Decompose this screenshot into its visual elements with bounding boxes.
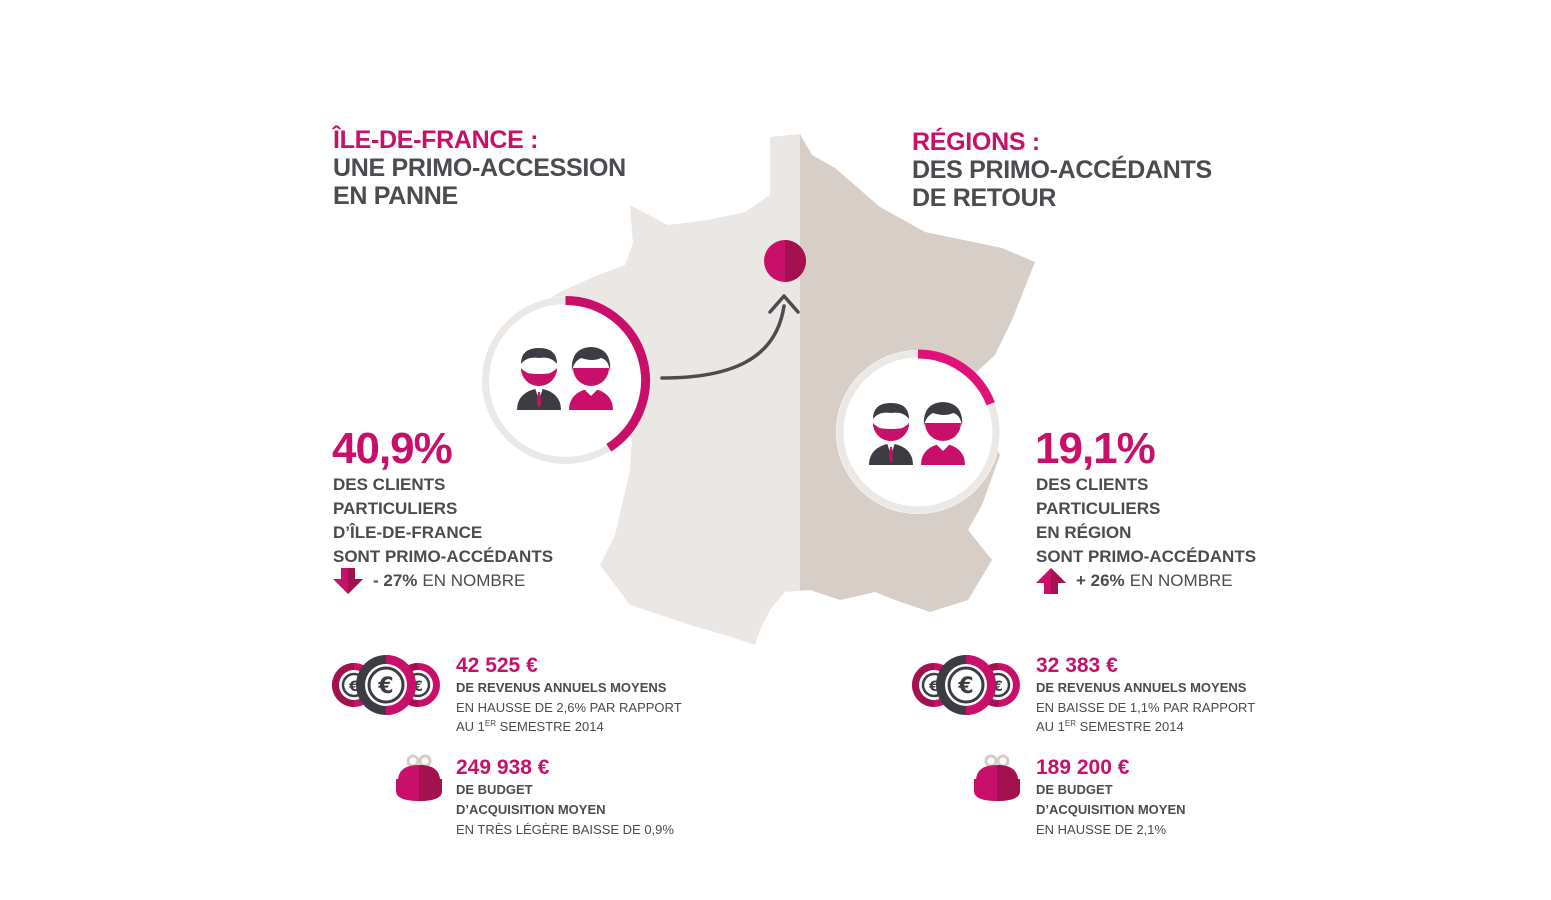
right-percent-ring [836, 349, 1000, 514]
left-income-note: EN HAUSSE DE 2,6% PAR RAPPORT [456, 700, 682, 715]
two-people-icon [869, 402, 965, 465]
left-title-line2: UNE PRIMO-ACCESSION [333, 154, 626, 182]
right-income-note-sup: ER [1064, 719, 1077, 728]
left-income: 42 525 € DE REVENUS ANNUELS MOYENS EN HA… [456, 654, 682, 736]
right-percent: 19,1% [1035, 424, 1156, 473]
left-change: - 27% EN NOMBRE [333, 568, 525, 594]
right-desc-line: PARTICULIERS [1036, 499, 1161, 518]
left-budget-note: EN TRÈS LÉGÈRE BAISSE DE 0,9% [456, 822, 674, 837]
left-title-line3: EN PANNE [333, 182, 458, 210]
two-people-icon [517, 347, 613, 410]
left-budget-amount: 249 938 € [456, 756, 550, 779]
right-change-label: EN NOMBRE [1129, 571, 1233, 590]
right-income-note-period: AU 1ER SEMESTRE 2014 [1036, 717, 1255, 736]
left-budget-label: D’ACQUISITION MOYEN [456, 802, 606, 817]
right-income-note: EN BAISSE DE 1,1% PAR RAPPORT [1036, 700, 1256, 715]
right-title-line2: DES PRIMO-ACCÉDANTS [912, 156, 1212, 184]
left-desc-line: PARTICULIERS [333, 499, 458, 518]
left-description: DES CLIENTS PARTICULIERS D’ÎLE-DE-FRANCE… [333, 473, 553, 569]
left-desc-line: D’ÎLE-DE-FRANCE [333, 523, 483, 542]
paris-marker-icon [764, 240, 806, 282]
right-budget-label: D’ACQUISITION MOYEN [1036, 802, 1186, 817]
right-income-note-post: SEMESTRE 2014 [1076, 719, 1184, 734]
right-budget-note: EN HAUSSE DE 2,1% [1036, 822, 1167, 837]
left-budget-label: DE BUDGET [456, 782, 533, 797]
left-budget: 249 938 € DE BUDGET D’ACQUISITION MOYEN … [456, 756, 674, 839]
purse-icon [396, 754, 444, 803]
left-income-note-sup: ER [484, 719, 497, 728]
left-income-note-pre: AU 1 [456, 719, 485, 734]
right-budget-amount: 189 200 € [1036, 756, 1130, 779]
right-title-line3: DE RETOUR [912, 184, 1057, 212]
right-description: DES CLIENTS PARTICULIERS EN RÉGION SONT … [1036, 473, 1256, 569]
right-ring-value-arc [917, 349, 995, 406]
curved-arrow-icon [660, 294, 800, 380]
arrow-down-icon [333, 568, 363, 594]
euro-coins-icon [910, 653, 1022, 717]
right-change: + 26% EN NOMBRE [1036, 568, 1233, 594]
right-income-amount: 32 383 € [1036, 654, 1118, 677]
right-income-note-pre: AU 1 [1036, 719, 1065, 734]
right-income-label: DE REVENUS ANNUELS MOYENS [1036, 680, 1247, 695]
left-title-accent: ÎLE-DE-FRANCE : [333, 126, 539, 154]
left-income-label: DE REVENUS ANNUELS MOYENS [456, 680, 667, 695]
left-income-note-post: SEMESTRE 2014 [496, 719, 604, 734]
arrow-up-icon [1036, 568, 1066, 594]
right-income: 32 383 € DE REVENUS ANNUELS MOYENS EN BA… [1036, 654, 1255, 736]
left-percent: 40,9% [332, 424, 453, 473]
purse-icon [974, 754, 1022, 803]
right-ring-background [836, 350, 1000, 514]
right-title: RÉGIONS : DES PRIMO-ACCÉDANTS DE RETOUR [912, 128, 1212, 212]
left-ring-background [481, 296, 650, 465]
right-desc-line: EN RÉGION [1036, 523, 1132, 542]
right-desc-line: DES CLIENTS [1036, 475, 1149, 494]
right-title-accent: RÉGIONS : [912, 128, 1040, 156]
left-change-label: EN NOMBRE [422, 571, 526, 590]
left-percent-ring [481, 296, 650, 465]
right-budget-label: DE BUDGET [1036, 782, 1113, 797]
right-change-value: + 26% [1076, 571, 1125, 590]
left-desc-line: DES CLIENTS [333, 475, 446, 494]
left-ring-value-arc [565, 296, 650, 452]
left-title: ÎLE-DE-FRANCE : UNE PRIMO-ACCESSION EN P… [333, 126, 626, 210]
left-income-note-period: AU 1ER SEMESTRE 2014 [456, 717, 682, 736]
left-change-value: - 27% [373, 571, 418, 590]
euro-coins-icon [330, 653, 442, 717]
left-income-amount: 42 525 € [456, 654, 538, 677]
right-budget: 189 200 € DE BUDGET D’ACQUISITION MOYEN … [1036, 756, 1186, 839]
left-desc-line: SONT PRIMO-ACCÉDANTS [333, 547, 554, 566]
right-desc-line: SONT PRIMO-ACCÉDANTS [1036, 547, 1257, 566]
